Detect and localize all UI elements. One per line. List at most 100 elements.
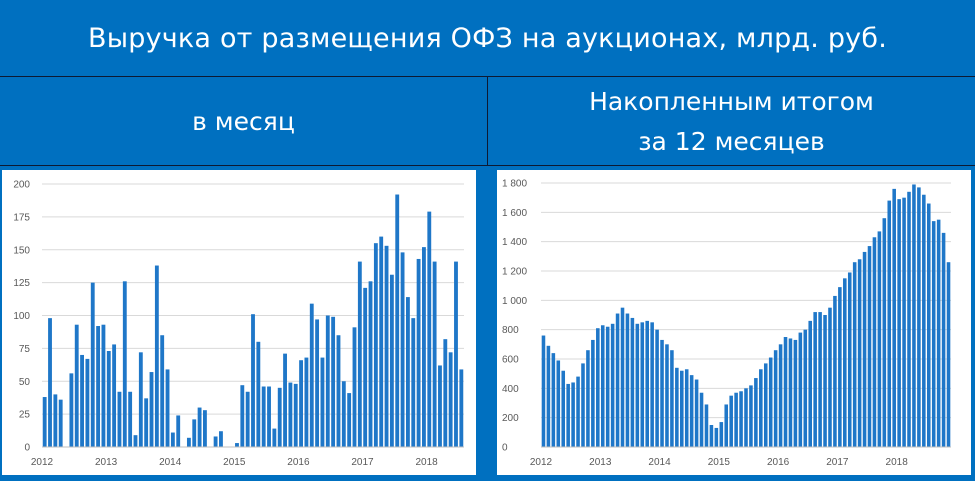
- bar: [144, 398, 149, 447]
- y-tick-label: 100: [13, 311, 30, 322]
- y-tick-label: 125: [13, 278, 30, 289]
- y-tick-label: 75: [19, 344, 31, 355]
- bar: [926, 203, 931, 447]
- bar: [847, 272, 852, 447]
- bar: [235, 443, 239, 447]
- bar: [400, 252, 405, 447]
- bar: [783, 337, 788, 447]
- bar: [176, 415, 181, 447]
- bar: [251, 314, 255, 447]
- y-tick-label: 1 800: [502, 179, 527, 190]
- bar: [773, 350, 778, 447]
- bar: [256, 341, 261, 447]
- bar: [288, 382, 293, 447]
- bar: [422, 247, 426, 447]
- bar: [615, 313, 620, 447]
- x-tick-label: 2016: [287, 457, 310, 468]
- bar: [675, 367, 679, 447]
- bar: [80, 354, 84, 447]
- bar: [694, 379, 699, 447]
- bar: [917, 187, 921, 447]
- y-tick-label: 400: [502, 384, 519, 395]
- bar: [272, 428, 277, 447]
- bar: [581, 363, 585, 447]
- bar: [843, 278, 847, 447]
- bar: [788, 338, 793, 447]
- bar: [186, 437, 191, 447]
- y-tick-label: 0: [24, 443, 30, 454]
- bar: [922, 194, 926, 447]
- bar: [566, 383, 570, 447]
- bar: [277, 387, 282, 447]
- x-tick-label: 2014: [648, 457, 671, 468]
- bar: [347, 393, 352, 447]
- bar: [48, 318, 52, 447]
- bar: [245, 391, 250, 447]
- bar: [74, 324, 79, 447]
- right-subtitle-line1: Накопленным итогом: [589, 86, 874, 116]
- bar: [645, 320, 649, 447]
- bar: [341, 381, 346, 447]
- header-divider: [0, 165, 975, 166]
- bar: [541, 335, 546, 447]
- bar: [650, 322, 654, 447]
- bar: [96, 326, 101, 447]
- x-tick-label: 2012: [31, 457, 54, 468]
- bar: [309, 303, 314, 447]
- monthly-revenue-chart: 0 25 50 75 100 125 150 175 200 2012 2013 2014 2015 20…: [13, 180, 464, 468]
- x-tick-label: 2018: [415, 457, 438, 468]
- bar: [759, 369, 763, 447]
- bar: [857, 259, 862, 447]
- bar: [325, 315, 330, 447]
- bar: [625, 313, 630, 447]
- bar: [133, 435, 138, 447]
- bar: [571, 382, 575, 447]
- y-tick-label: 150: [13, 245, 30, 256]
- bar: [892, 188, 896, 447]
- bar: [803, 329, 808, 447]
- x-tick-label: 2013: [589, 457, 612, 468]
- bar: [122, 281, 127, 447]
- bar: [85, 358, 90, 447]
- bar: [213, 436, 218, 447]
- right-subtitle-line2: за 12 месяцев: [638, 126, 825, 156]
- bar: [299, 360, 303, 447]
- bar: [620, 307, 625, 447]
- cumulative-revenue-chart: 0 200 400 600 800 1 000 1 200 1 400 1 600 1 800 20…: [502, 179, 951, 468]
- bar: [106, 351, 111, 447]
- bar: [432, 261, 437, 447]
- bar: [600, 325, 605, 447]
- bar: [42, 397, 47, 447]
- bar: [931, 221, 936, 447]
- x-tick-label: 2015: [708, 457, 731, 468]
- bar: [427, 211, 432, 447]
- bar: [699, 392, 704, 447]
- y-tick-label: 1 600: [502, 208, 527, 219]
- bar: [363, 287, 368, 447]
- bar: [138, 352, 143, 447]
- bar: [368, 281, 373, 447]
- x-tick-label: 2014: [159, 457, 182, 468]
- bar: [813, 312, 817, 447]
- bar: [90, 282, 95, 448]
- bar: [357, 261, 362, 447]
- bar: [283, 353, 287, 447]
- y-tick-label: 200: [13, 180, 30, 191]
- bar: [352, 327, 357, 447]
- bar: [69, 373, 74, 447]
- right-subtitle: Накопленным итогом за 12 месяцев: [488, 78, 975, 165]
- bar: [936, 219, 941, 447]
- bar: [240, 385, 245, 447]
- title-divider: [0, 76, 975, 77]
- bar: [778, 344, 783, 447]
- bar: [635, 323, 640, 447]
- subtitle-divider: [487, 77, 488, 165]
- bar: [724, 404, 729, 447]
- bar: [128, 391, 133, 447]
- bar: [670, 350, 674, 447]
- y-tick-label: 1 400: [502, 237, 527, 248]
- x-tick-label: 2018: [886, 457, 909, 468]
- bar: [768, 357, 773, 447]
- monthly-chart-panel: 0 25 50 75 100 125 150 175 200 2012 2013 2014 2015 20…: [2, 170, 476, 475]
- bar: [160, 335, 165, 447]
